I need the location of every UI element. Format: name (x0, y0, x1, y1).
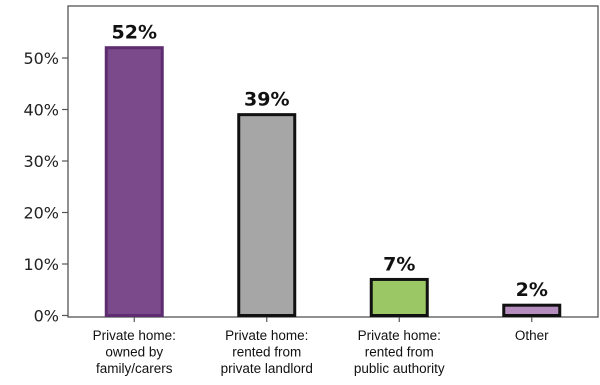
y-tick-label: 30% (23, 152, 59, 171)
x-tick-label: Private home: rented from public authority (354, 328, 445, 376)
y-tick-label: 40% (23, 101, 59, 120)
data-label: 52% (112, 22, 157, 44)
data-label: 7% (383, 253, 415, 275)
x-tick-label: Other (515, 328, 549, 343)
data-label: 39% (244, 89, 289, 111)
x-tick-label: Private home: owned by family/carers (93, 328, 176, 376)
y-tick-label: 50% (23, 49, 59, 68)
y-tick-label: 0% (34, 307, 59, 326)
bars (104, 46, 562, 318)
bar (237, 113, 297, 318)
data-labels: 52% 39% 7% 2% (112, 22, 548, 302)
y-axis: 0% 10% 20% 30% 40% 50% (23, 49, 68, 326)
x-tick-label: Private home: rented from private landlord (221, 328, 313, 376)
bar (502, 303, 562, 318)
y-tick-label: 20% (23, 204, 59, 223)
x-axis: Private home: owned by family/carers Privat… (93, 317, 549, 376)
bar (104, 46, 164, 317)
bar (369, 277, 429, 318)
data-label: 2% (516, 279, 548, 301)
y-tick-label: 10% (23, 255, 59, 274)
